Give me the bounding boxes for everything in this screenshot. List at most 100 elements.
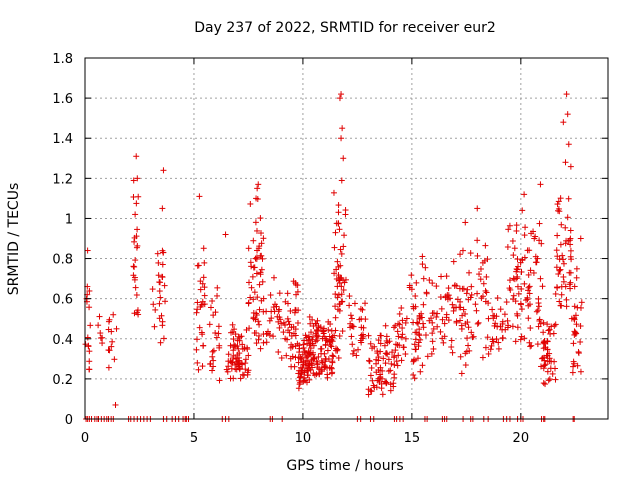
- data-point: [282, 335, 289, 342]
- data-point: [105, 347, 112, 354]
- data-point: [488, 342, 495, 349]
- data-point: [422, 332, 429, 339]
- data-point: [514, 283, 521, 290]
- data-point: [554, 232, 561, 239]
- data-point: [338, 291, 345, 298]
- data-point: [360, 333, 367, 340]
- data-point: [338, 135, 345, 142]
- data-point: [402, 319, 409, 326]
- data-point: [546, 376, 553, 383]
- data-point: [430, 310, 437, 317]
- data-point: [201, 284, 208, 291]
- data-point: [367, 372, 374, 379]
- data-point: [570, 340, 577, 347]
- data-point: [557, 241, 564, 248]
- data-point: [306, 361, 313, 368]
- data-point: [439, 316, 446, 323]
- data-point: [193, 346, 200, 353]
- data-point: [462, 219, 469, 226]
- data-point: [509, 323, 516, 330]
- data-point: [553, 264, 560, 271]
- data-point: [216, 344, 223, 351]
- data-point: [544, 358, 551, 365]
- data-point: [410, 372, 417, 379]
- data-point: [134, 175, 141, 182]
- data-point: [450, 258, 457, 265]
- data-point: [514, 310, 521, 317]
- data-point: [518, 285, 525, 292]
- x-tick-label: 10: [295, 431, 312, 446]
- data-point: [574, 362, 581, 369]
- data-point: [230, 341, 237, 348]
- data-point: [423, 289, 430, 296]
- data-point: [563, 91, 570, 98]
- data-point: [194, 306, 201, 313]
- data-point: [554, 253, 561, 260]
- data-point: [310, 351, 317, 358]
- data-point: [447, 295, 454, 302]
- data-point: [244, 371, 251, 378]
- data-point: [556, 298, 563, 305]
- data-point: [320, 325, 327, 332]
- data-point: [260, 339, 267, 346]
- data-point: [545, 327, 552, 334]
- data-point: [551, 322, 558, 329]
- data-point: [335, 354, 342, 361]
- data-point: [567, 269, 574, 276]
- data-point: [250, 237, 257, 244]
- data-point: [328, 370, 335, 377]
- data-point: [229, 359, 236, 366]
- data-point: [214, 284, 221, 291]
- data-point: [533, 308, 540, 315]
- grid: [85, 58, 608, 419]
- data-point: [339, 328, 346, 335]
- data-point: [379, 367, 386, 374]
- data-point: [540, 380, 547, 387]
- data-point: [415, 331, 422, 338]
- data-point: [459, 247, 466, 254]
- data-point: [270, 274, 277, 281]
- data-point: [86, 366, 93, 373]
- data-point: [389, 349, 396, 356]
- data-point: [577, 304, 584, 311]
- data-point: [466, 347, 473, 354]
- data-point: [130, 263, 137, 270]
- data-point: [362, 316, 369, 323]
- data-point: [485, 350, 492, 357]
- data-point: [504, 317, 511, 324]
- data-point: [438, 305, 445, 312]
- data-point: [335, 209, 342, 216]
- data-point: [85, 342, 92, 349]
- data-point: [402, 351, 409, 358]
- data-point: [519, 207, 526, 214]
- data-point: [331, 332, 338, 339]
- data-point: [517, 336, 524, 343]
- data-point: [546, 350, 553, 357]
- data-point: [301, 348, 308, 355]
- data-point: [464, 335, 471, 342]
- data-point: [445, 317, 452, 324]
- data-point: [245, 352, 252, 359]
- data-point: [562, 224, 569, 231]
- data-point: [398, 357, 405, 364]
- data-point: [313, 332, 320, 339]
- data-point: [301, 337, 308, 344]
- data-point: [513, 268, 520, 275]
- data-point: [334, 294, 341, 301]
- data-point: [304, 372, 311, 379]
- data-point: [412, 329, 419, 336]
- data-point: [276, 290, 283, 297]
- data-point: [526, 301, 533, 308]
- data-point: [216, 377, 223, 384]
- data-point: [295, 370, 302, 377]
- data-point: [284, 300, 291, 307]
- data-point: [237, 375, 244, 382]
- data-point: [534, 255, 541, 262]
- data-point: [314, 317, 321, 324]
- data-point: [474, 252, 481, 259]
- data-point: [577, 235, 584, 242]
- data-point: [82, 341, 89, 348]
- data-point: [546, 355, 553, 362]
- data-point: [336, 300, 343, 307]
- data-point: [504, 324, 511, 331]
